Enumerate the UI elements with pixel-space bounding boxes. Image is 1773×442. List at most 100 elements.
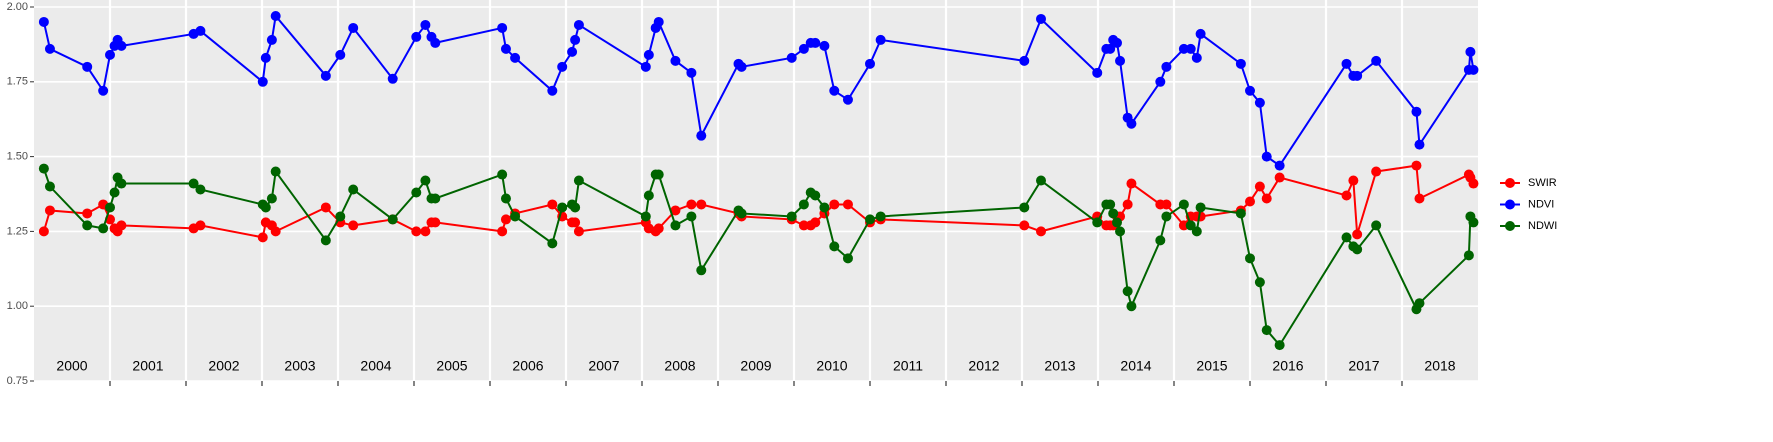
point bbox=[1115, 55, 1126, 66]
point bbox=[653, 223, 664, 234]
point bbox=[260, 202, 271, 213]
point bbox=[38, 163, 49, 174]
point bbox=[557, 202, 568, 213]
point bbox=[1341, 232, 1352, 243]
point bbox=[497, 226, 508, 237]
point bbox=[1092, 67, 1103, 78]
point bbox=[1274, 340, 1285, 351]
point bbox=[1115, 226, 1126, 237]
point bbox=[686, 67, 697, 78]
point bbox=[105, 202, 115, 213]
point bbox=[1245, 253, 1255, 264]
point bbox=[1261, 325, 1272, 336]
point bbox=[348, 22, 359, 33]
point bbox=[320, 70, 331, 81]
point bbox=[411, 187, 422, 198]
point bbox=[819, 40, 830, 51]
point bbox=[1122, 199, 1133, 210]
point bbox=[570, 34, 581, 45]
point bbox=[1371, 220, 1382, 231]
point bbox=[810, 217, 821, 228]
point bbox=[1235, 208, 1246, 219]
point bbox=[547, 199, 558, 210]
year-label: 2014 bbox=[1120, 358, 1151, 374]
point bbox=[497, 169, 508, 180]
point bbox=[670, 205, 681, 216]
point bbox=[1126, 301, 1137, 312]
point bbox=[430, 217, 441, 228]
point bbox=[1254, 97, 1265, 108]
point bbox=[810, 190, 821, 201]
year-label: 2010 bbox=[816, 358, 847, 374]
point bbox=[1178, 220, 1189, 231]
point bbox=[547, 85, 558, 96]
year-label: 2018 bbox=[1424, 358, 1455, 374]
point bbox=[1122, 286, 1133, 297]
point bbox=[44, 43, 55, 54]
year-label: 2008 bbox=[664, 358, 695, 374]
point bbox=[1274, 160, 1285, 171]
point bbox=[573, 175, 584, 186]
point bbox=[44, 181, 55, 192]
point bbox=[736, 61, 747, 72]
point bbox=[1411, 106, 1422, 117]
point bbox=[798, 43, 809, 54]
point bbox=[266, 193, 277, 204]
point bbox=[1161, 61, 1172, 72]
point bbox=[798, 220, 809, 231]
point bbox=[798, 199, 809, 210]
point bbox=[1411, 160, 1422, 171]
point bbox=[82, 61, 93, 72]
year-label: 2006 bbox=[512, 358, 543, 374]
year-label: 2003 bbox=[284, 358, 315, 374]
point bbox=[670, 55, 681, 66]
year-label: 2007 bbox=[588, 358, 619, 374]
point bbox=[116, 40, 127, 51]
point bbox=[387, 73, 398, 84]
point bbox=[320, 235, 331, 246]
point bbox=[1191, 226, 1202, 237]
point bbox=[430, 37, 441, 48]
point bbox=[82, 220, 93, 231]
point bbox=[270, 166, 281, 177]
point bbox=[82, 208, 93, 219]
point bbox=[875, 211, 886, 222]
point bbox=[1191, 52, 1202, 63]
legend-key bbox=[1505, 221, 1515, 231]
point bbox=[696, 130, 707, 141]
point bbox=[195, 25, 206, 36]
point bbox=[1235, 58, 1246, 69]
point bbox=[570, 202, 581, 213]
point bbox=[1112, 37, 1122, 48]
point bbox=[1352, 229, 1363, 240]
legend-key bbox=[1505, 199, 1515, 210]
point bbox=[1352, 244, 1363, 255]
point bbox=[335, 49, 346, 60]
point bbox=[320, 202, 331, 213]
point bbox=[842, 253, 853, 264]
point bbox=[829, 85, 840, 96]
point bbox=[875, 34, 886, 45]
y-tick-label: 2.00 bbox=[7, 1, 28, 13]
year-label: 2015 bbox=[1196, 358, 1227, 374]
point bbox=[819, 202, 830, 213]
point bbox=[260, 52, 271, 63]
point bbox=[842, 94, 853, 105]
year-label: 2000 bbox=[56, 358, 87, 374]
point bbox=[865, 58, 875, 69]
year-label: 2017 bbox=[1348, 358, 1379, 374]
point bbox=[510, 211, 521, 222]
y-tick-label: 1.25 bbox=[7, 225, 28, 237]
point bbox=[420, 226, 431, 237]
point bbox=[38, 226, 49, 237]
point bbox=[257, 232, 268, 243]
point bbox=[786, 52, 797, 63]
point bbox=[500, 214, 511, 225]
point bbox=[1036, 13, 1046, 24]
point bbox=[1178, 43, 1189, 54]
point bbox=[653, 16, 664, 27]
point bbox=[829, 241, 840, 252]
point bbox=[195, 220, 206, 231]
